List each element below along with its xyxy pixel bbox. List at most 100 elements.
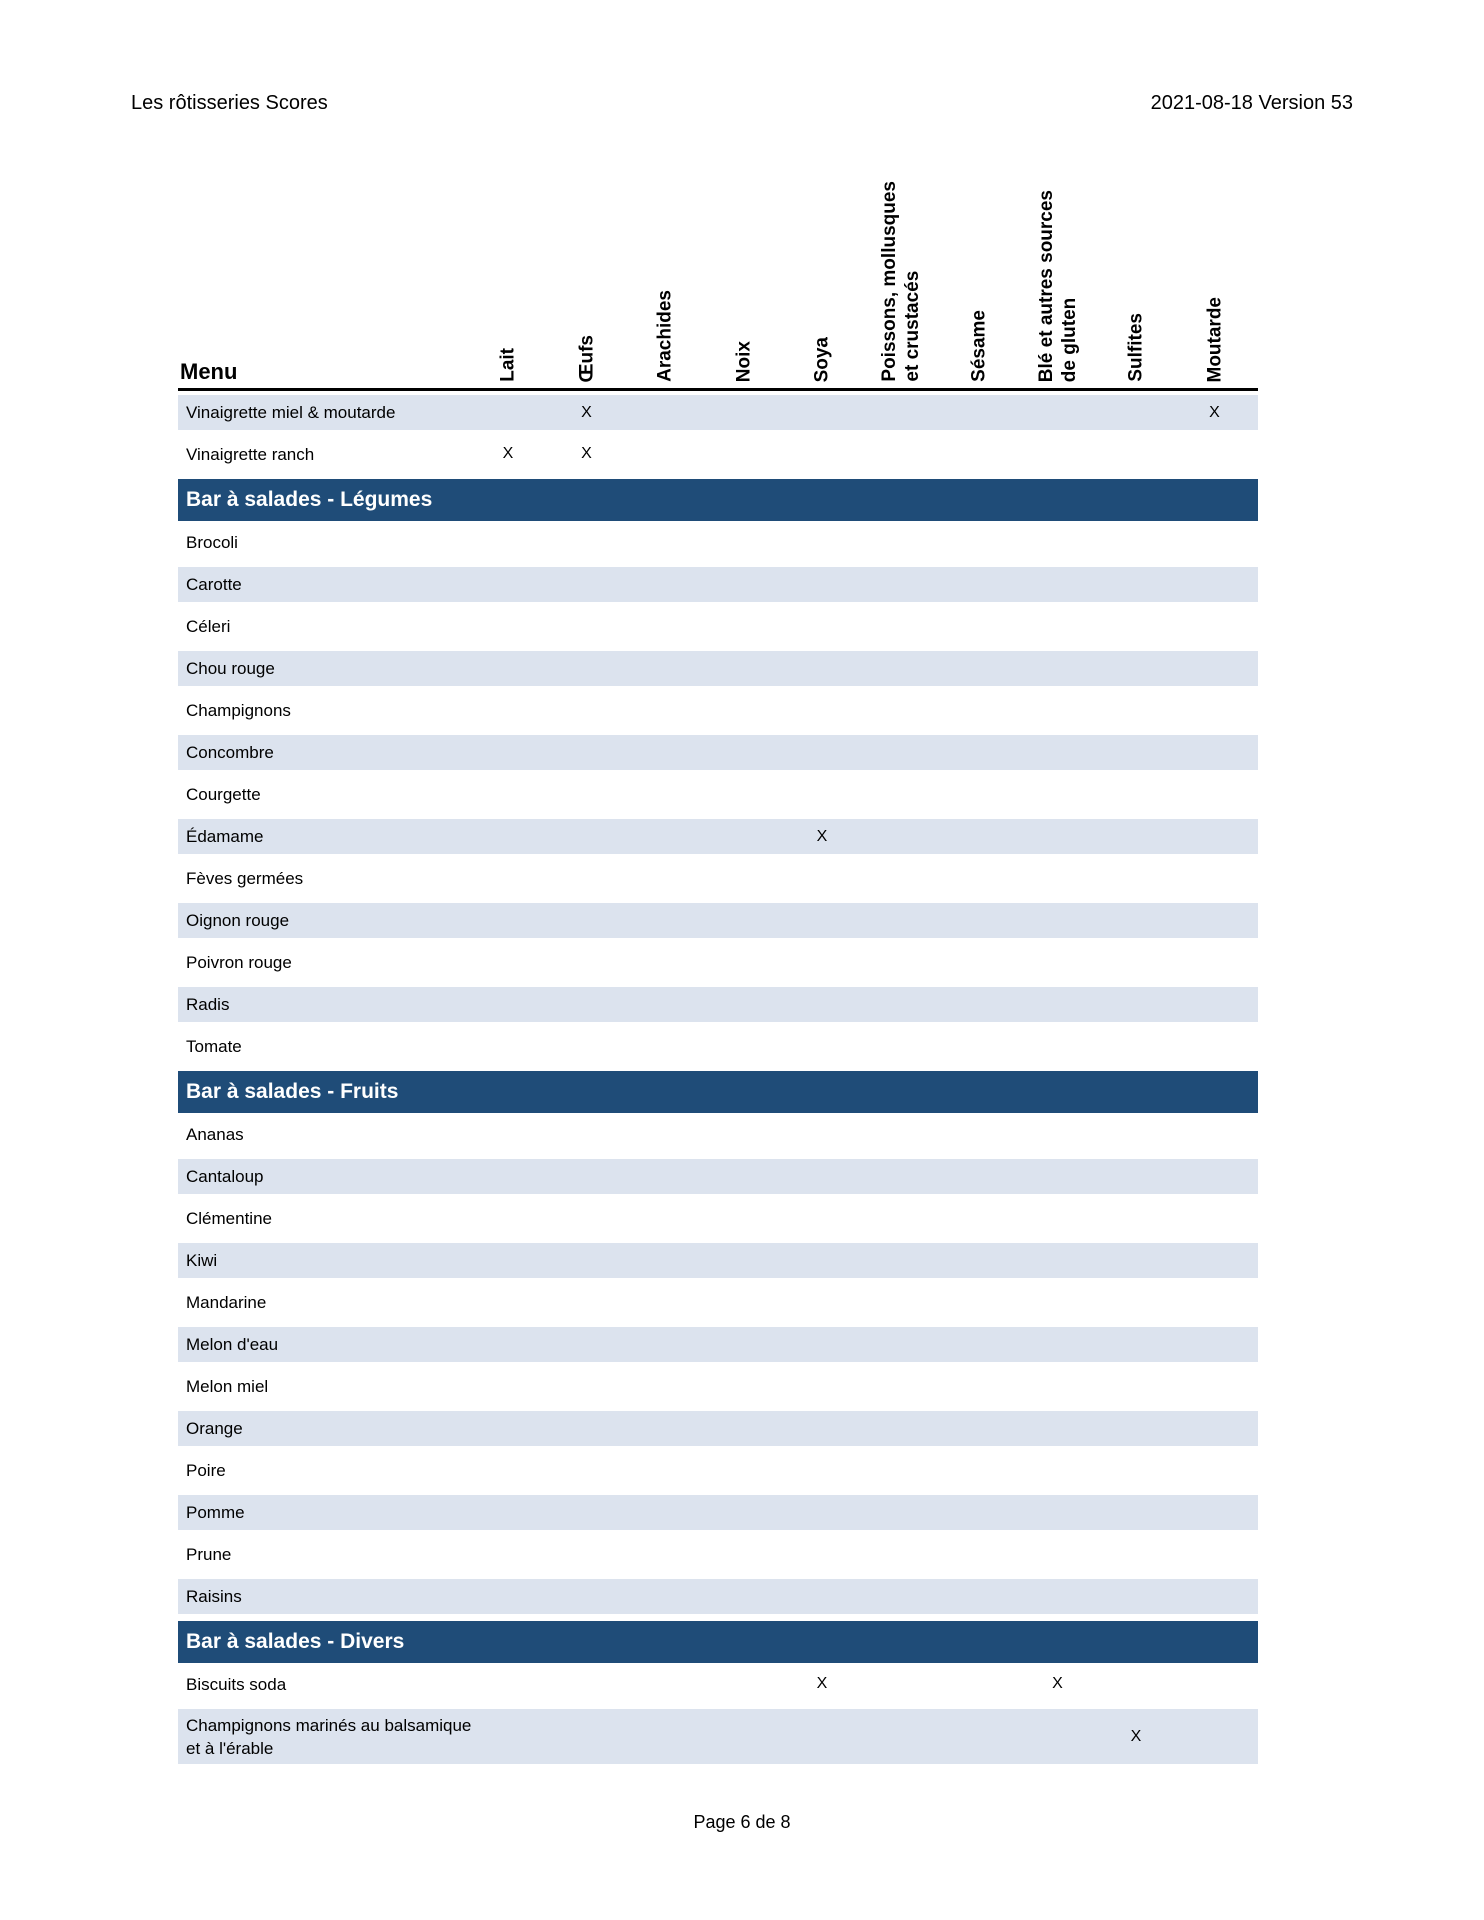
table-row: Brocoli — [178, 521, 1258, 563]
table-row: Carotte — [178, 563, 1258, 605]
menu-item-name-line: Cantaloup — [186, 1167, 264, 1186]
menu-item-name: Raisins — [186, 1585, 242, 1608]
column-header-sulfites: Sulfites — [1125, 313, 1148, 382]
menu-item-name-line: Champignons — [186, 700, 291, 720]
menu-item-name-line: Radis — [186, 995, 230, 1014]
menu-item-name-line: Chou rouge — [186, 659, 275, 678]
allergen-mark-oeufs: X — [581, 445, 592, 462]
allergen-table: Menu Lait Œufs Arachides Noix Soya Poissons, … — [178, 178, 1258, 1767]
menu-item-name-line: Vinaigrette ranch — [186, 444, 315, 464]
page-number: Page 6 de 8 — [693, 1812, 791, 1832]
menu-item-name: Brocoli — [186, 531, 238, 554]
table-row: Cantaloup — [178, 1155, 1258, 1197]
doc-title: Les rôtisseries Scores — [131, 92, 328, 114]
column-header-line: Sésame — [968, 310, 990, 382]
menu-item-name: Tomate — [186, 1035, 242, 1058]
table-row: Tomate — [178, 1025, 1258, 1067]
menu-item-name-line: Céleri — [186, 616, 231, 636]
menu-item-name-line: Ananas — [186, 1124, 244, 1144]
table-row: Mandarine — [178, 1281, 1258, 1323]
menu-item-name-line: Melon miel — [186, 1376, 269, 1396]
section-title: Bar à salades - Légumes — [186, 488, 433, 511]
table-body: Vinaigrette miel & moutarde X X Vinaigrette… — [178, 391, 1258, 1767]
table-row: Chou rouge — [178, 647, 1258, 689]
menu-item-name-line: Brocoli — [186, 532, 238, 552]
menu-item-name: Ananas — [186, 1123, 244, 1146]
column-header-row: Menu Lait Œufs Arachides Noix Soya Poissons, … — [178, 178, 1258, 391]
table-row: Vinaigrette miel & moutarde X X — [178, 391, 1258, 433]
doc-version: 2021-08-18 Version 53 — [1150, 92, 1353, 114]
table-row: Biscuits soda X X — [178, 1663, 1258, 1705]
section-title: Bar à salades - Fruits — [186, 1080, 399, 1103]
menu-item-name-line: Oignon rouge — [186, 911, 290, 930]
menu-item-name: Champignons — [186, 699, 291, 722]
table-row: Radis — [178, 983, 1258, 1025]
menu-item-name-line: Concombre — [186, 743, 274, 762]
menu-item-name: Édamame — [186, 825, 263, 848]
section-header: Bar à salades - Divers — [178, 1621, 1258, 1663]
column-header-poissons-mollusques-crustaces: Poissons, mollusques et crustacés — [878, 181, 924, 382]
column-header-ble-gluten: Blé et autres sources de gluten — [1035, 190, 1081, 382]
table-row: Concombre — [178, 731, 1258, 773]
table-row: Céleri — [178, 605, 1258, 647]
table-row: Vinaigrette ranch X X — [178, 433, 1258, 475]
menu-item-name: Chou rouge — [186, 657, 275, 680]
menu-item-name: Mandarine — [186, 1291, 266, 1314]
column-header-line: de gluten — [1058, 297, 1080, 382]
table-row: Édamame X — [178, 815, 1258, 857]
menu-item-name-line: Édamame — [186, 827, 264, 846]
menu-item-name-line: Mandarine — [186, 1292, 267, 1312]
menu-item-name: Radis — [186, 993, 229, 1016]
menu-item-name-line: et à l'érable — [186, 1738, 274, 1758]
table-row: Oignon rouge — [178, 899, 1258, 941]
section-title: Bar à salades - Divers — [186, 1630, 405, 1653]
table-row: Melon miel — [178, 1365, 1258, 1407]
menu-item-name: Carotte — [186, 573, 242, 596]
column-header-line: Blé et autres sources — [1035, 189, 1057, 382]
menu-item-name: Concombre — [186, 741, 274, 764]
column-header-lait: Lait — [497, 348, 520, 382]
table-row: Clémentine — [178, 1197, 1258, 1239]
menu-item-name-line: Poire — [186, 1460, 226, 1480]
column-header-line: Œufs — [576, 334, 597, 383]
table-row: Orange — [178, 1407, 1258, 1449]
menu-item-name-line: Fèves germées — [186, 868, 304, 888]
menu-item-name-line: Melon d'eau — [186, 1335, 279, 1354]
page-footer: Page 6 de 8 — [0, 1812, 1484, 1833]
allergen-mark-soya: X — [816, 1675, 828, 1692]
column-header-line: Poissons, mollusques — [878, 181, 900, 382]
menu-item-name-line: Pomme — [186, 1503, 245, 1522]
menu-item-name: Poivron rouge — [186, 951, 292, 974]
menu-item-name: Melon miel — [186, 1375, 268, 1398]
table-row: Kiwi — [178, 1239, 1258, 1281]
allergen-mark-ble-gluten: X — [1052, 1675, 1063, 1692]
allergen-mark-oeufs: X — [581, 403, 592, 421]
menu-item-name: Poire — [186, 1459, 226, 1482]
menu-item-name-line: Prune — [186, 1544, 232, 1564]
menu-item-name: Vinaigrette miel & moutarde — [186, 401, 395, 424]
menu-item-name-line: Kiwi — [186, 1251, 218, 1270]
menu-item-name: Céleri — [186, 615, 230, 638]
allergen-mark-sulfites: X — [1130, 1727, 1142, 1745]
menu-item-name: Champignons marinés au balsamique et à l'… — [186, 1714, 471, 1760]
table-row: Champignons marinés au balsamique et à l'… — [178, 1705, 1258, 1767]
menu-item-name-line: Raisins — [186, 1587, 242, 1606]
menu-item-name: Biscuits soda — [186, 1673, 286, 1696]
table-row: Melon d'eau — [178, 1323, 1258, 1365]
table-row: Courgette — [178, 773, 1258, 815]
menu-item-name-line: Biscuits soda — [186, 1674, 287, 1694]
document-header: Les rôtisseries Scores 2021-08-18 Versio… — [131, 92, 1353, 115]
menu-item-name: Kiwi — [186, 1249, 217, 1272]
menu-item-name: Melon d'eau — [186, 1333, 278, 1356]
menu-column-header: Menu — [180, 359, 238, 384]
column-header-line: Lait — [497, 348, 519, 382]
table-row: Champignons — [178, 689, 1258, 731]
column-header-line: Noix — [733, 340, 754, 382]
menu-item-name-line: Carotte — [186, 575, 242, 594]
menu-item-name: Pomme — [186, 1501, 245, 1524]
section-header: Bar à salades - Légumes — [178, 479, 1258, 521]
table-row: Fèves germées — [178, 857, 1258, 899]
column-header-oeufs: Œufs — [575, 335, 598, 383]
menu-item-name-line: Clémentine — [186, 1208, 272, 1228]
